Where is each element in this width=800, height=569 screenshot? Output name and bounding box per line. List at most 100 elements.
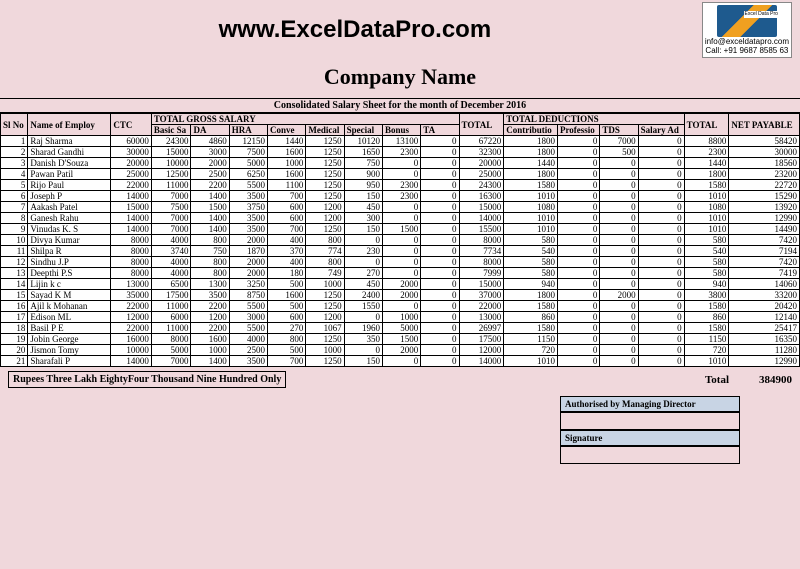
cell-hra: 4000	[229, 334, 267, 345]
cell-ta: 0	[421, 334, 459, 345]
cell-ctc: 12000	[111, 312, 151, 323]
cell-bonus: 0	[382, 356, 420, 367]
table-row: 19Jobin George16000800016004000800125035…	[1, 334, 800, 345]
table-row: 10Divya Kumar800040008002000400800000800…	[1, 235, 800, 246]
cell-medical: 1000	[306, 345, 344, 356]
cell-sl: 1	[1, 136, 28, 147]
cell-basic: 7000	[151, 191, 191, 202]
cell-hra: 2500	[229, 345, 267, 356]
cell-sl: 7	[1, 202, 28, 213]
cell-conve: 800	[268, 334, 306, 345]
cell-ctc: 14000	[111, 224, 151, 235]
table-row: 13Deepthi P.S800040008002000180749270007…	[1, 268, 800, 279]
cell-conve: 500	[268, 345, 306, 356]
cell-ded: 1010	[684, 224, 729, 235]
cell-bonus: 0	[382, 213, 420, 224]
cell-tds: 0	[600, 323, 638, 334]
cell-tds: 0	[600, 191, 638, 202]
cell-sl: 2	[1, 147, 28, 158]
cell-ta: 0	[421, 191, 459, 202]
cell-prof: 0	[557, 301, 599, 312]
cell-contrib: 1010	[504, 224, 558, 235]
amount-in-words: Rupees Three Lakh EightyFour Thousand Ni…	[8, 371, 286, 388]
cell-ta: 0	[421, 235, 459, 246]
cell-ta: 0	[421, 147, 459, 158]
cell-sl: 13	[1, 268, 28, 279]
cell-medical: 1250	[306, 136, 344, 147]
cell-ctc: 8000	[111, 268, 151, 279]
cell-hra: 5000	[229, 158, 267, 169]
cell-sal_adv: 0	[638, 202, 684, 213]
cell-ctc: 30000	[111, 147, 151, 158]
cell-ta: 0	[421, 290, 459, 301]
cell-sl: 9	[1, 224, 28, 235]
footer-row: Rupees Three Lakh EightyFour Thousand Ni…	[0, 367, 800, 392]
cell-basic: 11000	[151, 323, 191, 334]
cell-gross: 16300	[459, 191, 504, 202]
cell-bonus: 13100	[382, 136, 420, 147]
cell-special: 0	[344, 312, 382, 323]
cell-gross: 7734	[459, 246, 504, 257]
cell-contrib: 1580	[504, 301, 558, 312]
cell-conve: 1100	[268, 180, 306, 191]
cell-sal_adv: 0	[638, 213, 684, 224]
cell-basic: 3740	[151, 246, 191, 257]
cell-medical: 1200	[306, 312, 344, 323]
cell-sal_adv: 0	[638, 323, 684, 334]
table-row: 3Danish D'Souza2000010000200050001000125…	[1, 158, 800, 169]
cell-name: Basil P E	[28, 323, 111, 334]
cell-da: 800	[191, 235, 229, 246]
cell-sal_adv: 0	[638, 147, 684, 158]
cell-basic: 12500	[151, 169, 191, 180]
cell-bonus: 0	[382, 235, 420, 246]
sig-space	[560, 446, 740, 464]
cell-contrib: 1580	[504, 180, 558, 191]
logo-email: info@exceldatapro.com	[705, 37, 789, 46]
cell-name: Deepthi P.S	[28, 268, 111, 279]
cell-ctc: 25000	[111, 169, 151, 180]
cell-special: 0	[344, 235, 382, 246]
cell-name: Ganesh Rahu	[28, 213, 111, 224]
cell-special: 300	[344, 213, 382, 224]
cell-ta: 0	[421, 301, 459, 312]
cell-bonus: 2300	[382, 180, 420, 191]
cell-tds: 0	[600, 268, 638, 279]
cell-sl: 20	[1, 345, 28, 356]
cell-prof: 0	[557, 191, 599, 202]
cell-ded: 8800	[684, 136, 729, 147]
cell-net: 58420	[729, 136, 800, 147]
cell-conve: 600	[268, 213, 306, 224]
col-ta: TA	[421, 125, 459, 136]
table-row: 2Sharad Gandhi30000150003000750016001250…	[1, 147, 800, 158]
cell-medical: 1250	[306, 158, 344, 169]
cell-special: 1960	[344, 323, 382, 334]
cell-prof: 0	[557, 213, 599, 224]
cell-tds: 0	[600, 312, 638, 323]
col-sal-adv: Salary Ad	[638, 125, 684, 136]
cell-medical: 1067	[306, 323, 344, 334]
cell-basic: 6000	[151, 312, 191, 323]
cell-bonus: 2000	[382, 279, 420, 290]
cell-contrib: 1580	[504, 323, 558, 334]
cell-da: 3000	[191, 147, 229, 158]
cell-ded: 1010	[684, 356, 729, 367]
cell-ta: 0	[421, 323, 459, 334]
cell-sl: 11	[1, 246, 28, 257]
cell-medical: 1250	[306, 169, 344, 180]
cell-basic: 7000	[151, 356, 191, 367]
cell-net: 12990	[729, 356, 800, 367]
cell-da: 1200	[191, 312, 229, 323]
cell-conve: 1600	[268, 290, 306, 301]
col-ded-group: TOTAL DEDUCTIONS	[504, 114, 684, 125]
cell-hra: 2000	[229, 235, 267, 246]
cell-ctc: 60000	[111, 136, 151, 147]
cell-net: 12140	[729, 312, 800, 323]
cell-special: 750	[344, 158, 382, 169]
cell-ded: 940	[684, 279, 729, 290]
cell-conve: 700	[268, 356, 306, 367]
cell-gross: 37000	[459, 290, 504, 301]
cell-prof: 0	[557, 268, 599, 279]
col-ctc: CTC	[111, 114, 151, 136]
cell-sl: 5	[1, 180, 28, 191]
cell-prof: 0	[557, 323, 599, 334]
